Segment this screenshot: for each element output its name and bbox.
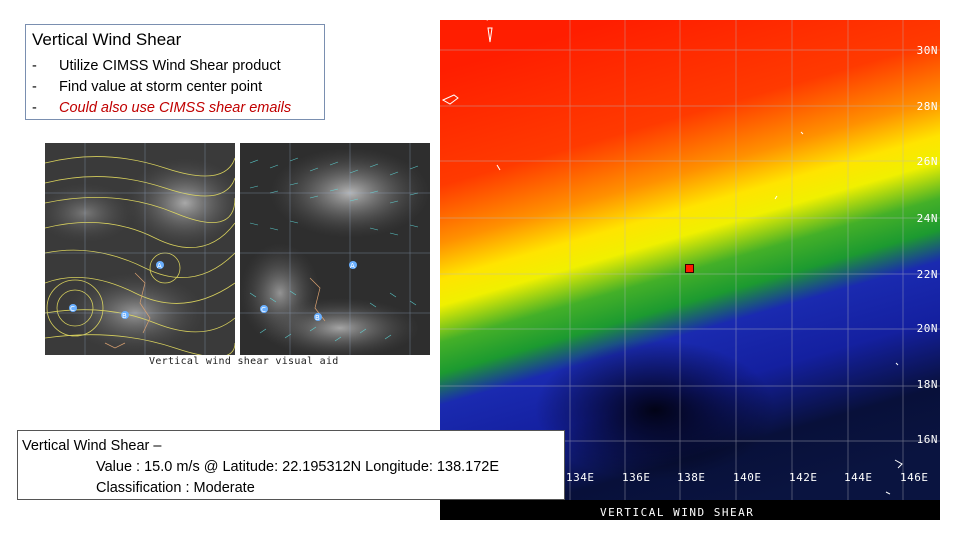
map-footer-title: VERTICAL WIND SHEAR bbox=[600, 506, 755, 519]
lat-label: 30N bbox=[916, 44, 938, 57]
bullet-item: - Utilize CIMSS Wind Shear product bbox=[32, 56, 318, 77]
lat-label: 20N bbox=[916, 322, 938, 335]
bullet-list: - Utilize CIMSS Wind Shear product - Fin… bbox=[32, 56, 318, 119]
lon-label: 140E bbox=[733, 471, 762, 484]
bullet-text: Could also use CIMSS shear emails bbox=[59, 100, 292, 116]
lat-label: 18N bbox=[916, 378, 938, 391]
svg-text:B: B bbox=[315, 314, 320, 322]
satellite-panel-left: A C B bbox=[45, 143, 235, 355]
shear-classification-line: Classification : Moderate bbox=[96, 480, 255, 496]
satellite-image-left: A C B bbox=[45, 143, 235, 355]
shear-field bbox=[440, 20, 940, 500]
lat-label: 26N bbox=[916, 155, 938, 168]
marker-a bbox=[349, 261, 357, 269]
marker-b bbox=[314, 313, 322, 321]
lat-label: 28N bbox=[916, 100, 938, 113]
storm-center-marker bbox=[685, 264, 694, 273]
bullet-item: - Could also use CIMSS shear emails bbox=[32, 98, 318, 119]
svg-text:B: B bbox=[122, 312, 127, 320]
shear-value-box: Vertical Wind Shear – Value : 15.0 m/s @… bbox=[17, 430, 565, 500]
lon-label: 142E bbox=[789, 471, 818, 484]
value-box-title: Vertical Wind Shear – bbox=[22, 438, 162, 454]
marker-c bbox=[260, 305, 268, 313]
svg-text:A: A bbox=[157, 262, 162, 270]
lon-label: 134E bbox=[566, 471, 595, 484]
bullet-text: Utilize CIMSS Wind Shear product bbox=[59, 58, 281, 74]
lon-label: 144E bbox=[844, 471, 873, 484]
wind-shear-map: 30N 28N 26N 24N 22N 20N 18N 16N 134E 136… bbox=[440, 20, 940, 520]
marker-b bbox=[121, 311, 129, 319]
marker-c bbox=[69, 304, 77, 312]
bullet-item: - Find value at storm center point bbox=[32, 77, 318, 98]
svg-text:C: C bbox=[70, 305, 75, 313]
bullet-text: Find value at storm center point bbox=[59, 79, 263, 95]
slide-title: Vertical Wind Shear bbox=[32, 30, 182, 49]
instruction-box: Vertical Wind Shear - Utilize CIMSS Wind… bbox=[25, 24, 325, 120]
shear-value-line: Value : 15.0 m/s @ Latitude: 22.195312N … bbox=[96, 459, 500, 475]
island-outlines bbox=[441, 20, 903, 495]
map-footer: VERTICAL WIND SHEAR bbox=[440, 500, 940, 520]
lat-label: 24N bbox=[916, 212, 938, 225]
lon-label: 136E bbox=[622, 471, 651, 484]
lon-label: 138E bbox=[677, 471, 706, 484]
shear-visual-aid-image: A C B bbox=[32, 143, 430, 373]
svg-text:A: A bbox=[350, 262, 355, 270]
marker-a bbox=[156, 261, 164, 269]
visual-aid-caption: Vertical wind shear visual aid bbox=[149, 356, 339, 367]
svg-text:C: C bbox=[261, 306, 266, 314]
lat-label: 22N bbox=[916, 268, 938, 281]
lat-label: 16N bbox=[916, 433, 938, 446]
satellite-image-right: A C B bbox=[240, 143, 430, 355]
map-grid bbox=[440, 20, 940, 500]
lon-label: 146E bbox=[900, 471, 929, 484]
satellite-panel-right: A C B bbox=[240, 143, 430, 355]
